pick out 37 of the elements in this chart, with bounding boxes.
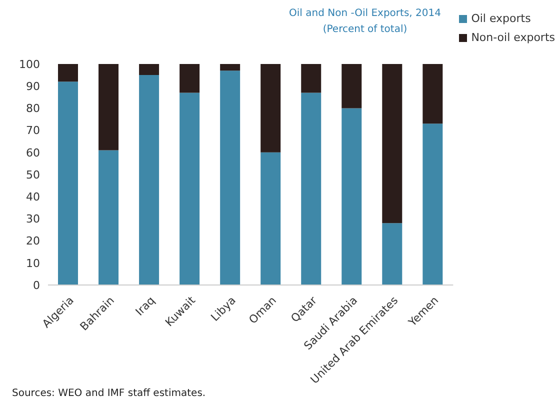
y-tick-label: 70: [26, 124, 40, 138]
y-tick-label: 20: [26, 234, 40, 248]
chart-title: Oil and Non -Oil Exports, 2014: [289, 8, 441, 19]
bar: [139, 64, 160, 76]
bar: [180, 64, 200, 93]
bar: [98, 150, 119, 285]
y-tick-label: 60: [26, 146, 40, 160]
source-note: Sources: WEO and IMF staff estimates.: [12, 388, 206, 399]
bar: [98, 64, 119, 150]
bar: [260, 64, 281, 152]
bar: [180, 92, 200, 285]
legend-label: Non-oil exports: [471, 31, 555, 44]
y-tick-label: 50: [26, 168, 40, 182]
legend-label: Oil exports: [471, 12, 531, 25]
chart-subtitle: (Percent of total): [322, 24, 408, 35]
bar: [342, 108, 362, 285]
bar: [301, 64, 322, 93]
y-tick-label: 80: [26, 102, 40, 116]
y-tick-label: 0: [33, 278, 40, 292]
x-tick-label: Iraq: [133, 294, 158, 318]
bar: [422, 124, 443, 285]
bar: [220, 64, 240, 71]
y-tick-label: 90: [26, 80, 40, 94]
bar: [58, 64, 78, 82]
bar: [382, 64, 402, 224]
bar: [422, 64, 443, 124]
y-tick-label: 10: [26, 256, 40, 270]
y-tick-label: 30: [26, 212, 40, 226]
bar: [139, 75, 160, 285]
bar: [220, 70, 240, 285]
bar: [301, 92, 322, 285]
bar: [260, 152, 281, 285]
bar: [58, 82, 78, 285]
y-tick-label: 40: [26, 190, 40, 204]
bar: [382, 223, 402, 285]
y-tick-label: 100: [19, 58, 40, 71]
bar: [342, 64, 362, 108]
